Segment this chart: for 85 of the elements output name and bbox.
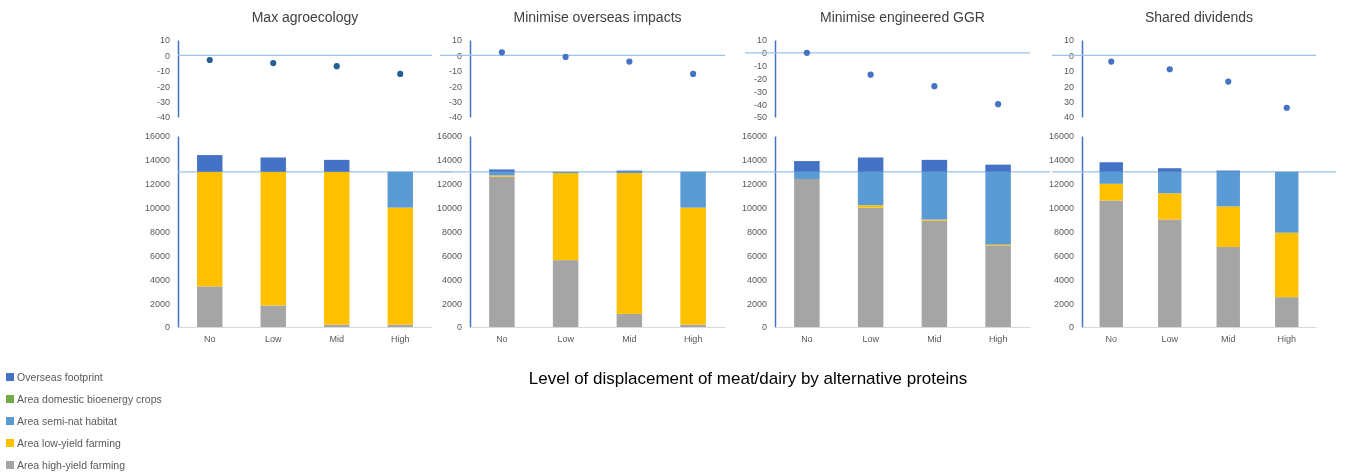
x-tick-label: Mid [329, 334, 345, 345]
legend-label: Area high-yield farming [17, 459, 126, 471]
y-tick-label: 14000 [1048, 155, 1074, 166]
y-tick-label: 8000 [1053, 226, 1074, 237]
y-tick-label: 4000 [746, 274, 767, 285]
x-tick-label: No [1105, 334, 1118, 345]
chart-title: Minimise engineered GGR [820, 9, 985, 25]
y-tick-label: 8000 [746, 226, 767, 237]
x-tick-label: Low [557, 334, 575, 345]
y-tick-label: 14000 [741, 155, 767, 166]
y-tick-label: 10 [756, 35, 767, 46]
y-tick-label: 10 [1063, 35, 1074, 46]
y-tick-label: 6000 [746, 250, 767, 261]
legend-label: Area low-yield farming [17, 437, 122, 449]
x-tick-label: High [390, 334, 410, 345]
y-tick-label: 16000 [436, 131, 462, 142]
y-tick-label: 4000 [441, 274, 462, 285]
legend-label: Area domestic bioenergy crops [17, 393, 162, 405]
y-tick-label: -10 [156, 66, 170, 77]
chart-title: Minimise overseas impacts [513, 9, 682, 25]
y-tick-label: 6000 [149, 250, 170, 261]
y-tick-label: 14000 [436, 155, 462, 166]
y-tick-label: 12000 [1048, 179, 1074, 190]
y-tick-label: 16000 [741, 131, 767, 142]
y-tick-label: 4000 [1053, 274, 1074, 285]
y-tick-label: 12000 [741, 179, 767, 190]
y-tick-label: 0 [761, 48, 767, 59]
y-tick-label: 4000 [149, 274, 170, 285]
y-tick-label: 10000 [1048, 203, 1074, 214]
y-tick-label: 6000 [441, 250, 462, 261]
y-tick-label: -40 [753, 99, 767, 110]
y-tick-label: 2000 [441, 298, 462, 309]
y-tick-label: 0 [164, 322, 170, 333]
x-tick-label: High [1277, 334, 1297, 345]
y-tick-label: 0 [164, 50, 170, 61]
y-tick-label: 0 [1068, 322, 1074, 333]
y-tick-label: 16000 [144, 131, 170, 142]
y-tick-label: 14000 [144, 155, 170, 166]
y-tick-label: 10 [1063, 66, 1074, 77]
y-tick-label: -30 [753, 86, 767, 97]
x-tick-label: Low [862, 334, 880, 345]
y-tick-label: 12000 [144, 179, 170, 190]
x-tick-label: No [496, 334, 508, 345]
y-tick-label: 0 [456, 322, 462, 333]
y-tick-label: -30 [156, 96, 170, 107]
y-tick-label: 10000 [436, 203, 462, 214]
legend-label: Area semi-nat habitat [17, 415, 117, 427]
chart-title: Max agroecology [251, 9, 359, 25]
y-tick-label: 10 [451, 35, 462, 46]
y-tick-label: 8000 [149, 226, 170, 237]
y-tick-label: -50 [753, 112, 767, 123]
x-axis-title: Level of displacement of meat/dairy by alternative proteins [528, 369, 968, 388]
y-tick-label: 20 [1063, 81, 1074, 92]
y-tick-label: -20 [753, 73, 767, 84]
x-tick-label: Mid [1220, 334, 1236, 345]
y-tick-label: 10000 [144, 203, 170, 214]
x-tick-label: Low [264, 334, 282, 345]
y-tick-label: 2000 [746, 298, 767, 309]
x-tick-label: Mid [927, 334, 942, 345]
y-tick-label: -30 [448, 96, 462, 107]
y-tick-label: 30 [1063, 96, 1074, 107]
x-tick-label: High [683, 334, 703, 345]
y-tick-label: -20 [448, 81, 462, 92]
chart-title: Shared dividends [1144, 9, 1254, 25]
y-tick-label: -40 [448, 112, 462, 123]
y-tick-label: 0 [761, 322, 767, 333]
x-tick-label: Low [1161, 334, 1179, 345]
y-tick-label: 6000 [1053, 250, 1074, 261]
y-tick-label: 10000 [741, 203, 767, 214]
y-tick-label: 16000 [1048, 131, 1074, 142]
y-tick-label: 2000 [1053, 298, 1074, 309]
y-tick-label: -20 [156, 81, 170, 92]
x-tick-label: Mid [622, 334, 637, 345]
y-tick-label: -10 [448, 66, 462, 77]
y-tick-label: -10 [753, 61, 767, 72]
y-tick-label: 8000 [441, 226, 462, 237]
x-tick-label: High [988, 334, 1008, 345]
y-tick-label: 10 [159, 35, 170, 46]
y-tick-label: -40 [156, 112, 170, 123]
legend-label: Overseas footprint [17, 371, 103, 383]
x-tick-label: No [801, 334, 813, 345]
y-tick-label: 2000 [149, 298, 170, 309]
y-tick-label: 40 [1063, 112, 1074, 123]
y-tick-label: 12000 [436, 179, 462, 190]
x-tick-label: No [203, 334, 216, 345]
